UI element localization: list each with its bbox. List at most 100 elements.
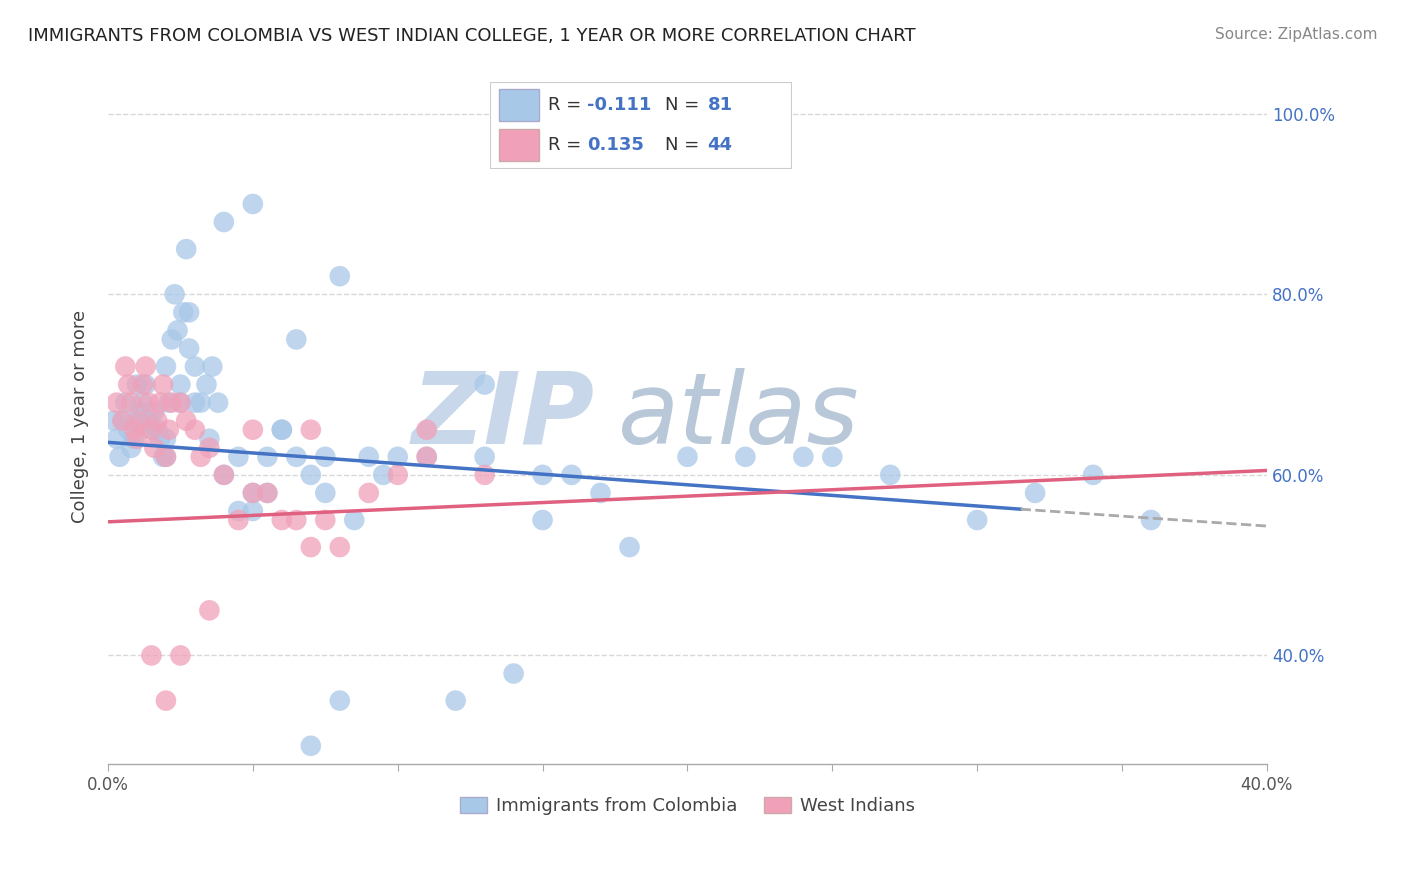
Point [474,377,496,392]
Point [1024,486,1046,500]
Point [531,467,554,482]
Point [184,359,207,374]
Point [373,467,395,482]
Point [1140,513,1163,527]
Point [256,450,278,464]
Point [174,242,197,256]
Point [155,693,177,707]
Point [105,395,128,409]
Point [299,467,322,482]
Point [146,423,169,437]
Point [242,504,264,518]
Point [174,414,197,428]
Point [285,450,308,464]
Point [105,432,128,446]
Point [128,414,150,428]
Point [228,504,250,518]
Point [357,450,380,464]
Point [132,377,155,392]
Legend: Immigrants from Colombia, West Indians: Immigrants from Colombia, West Indians [450,788,924,824]
Point [314,450,336,464]
Text: IMMIGRANTS FROM COLOMBIA VS WEST INDIAN COLLEGE, 1 YEAR OR MORE CORRELATION CHAR: IMMIGRANTS FROM COLOMBIA VS WEST INDIAN … [28,27,915,45]
Point [201,359,224,374]
Point [138,414,160,428]
Point [169,377,191,392]
Point [821,450,844,464]
Point [190,450,212,464]
Point [141,648,163,663]
Point [125,414,148,428]
Point [415,450,437,464]
Point [285,333,308,347]
Point [242,197,264,211]
Point [619,540,641,554]
Point [343,513,366,527]
Point [198,432,221,446]
Point [179,305,201,319]
Point [242,486,264,500]
Point [155,450,177,464]
Point [169,395,191,409]
Point [415,423,437,437]
Point [299,739,322,753]
Point [146,414,169,428]
Point [184,423,207,437]
Point [169,648,191,663]
Point [155,432,177,446]
Point [152,450,174,464]
Point [157,423,180,437]
Point [122,432,145,446]
Point [299,540,322,554]
Point [141,423,163,437]
Point [256,486,278,500]
Point [149,395,172,409]
Point [143,404,166,418]
Point [474,450,496,464]
Point [198,603,221,617]
Point [242,423,264,437]
Point [179,342,201,356]
Point [270,513,292,527]
Text: Source: ZipAtlas.com: Source: ZipAtlas.com [1215,27,1378,42]
Point [103,414,125,428]
Point [114,395,136,409]
Point [561,467,583,482]
Point [415,450,437,464]
Point [160,333,183,347]
Point [502,666,524,681]
Point [329,269,352,284]
Point [228,450,250,464]
Point [135,377,157,392]
Point [132,395,155,409]
Point [141,423,163,437]
Point [228,513,250,527]
Point [120,441,142,455]
Point [314,513,336,527]
Point [108,450,131,464]
Point [207,395,229,409]
Point [329,693,352,707]
Point [212,467,235,482]
Text: atlas: atlas [617,368,859,465]
Point [387,467,409,482]
Point [270,423,292,437]
Point [357,486,380,500]
Point [111,414,134,428]
Point [163,287,186,301]
Point [152,377,174,392]
Point [474,467,496,482]
Point [111,414,134,428]
Point [114,359,136,374]
Point [256,486,278,500]
Point [122,423,145,437]
Point [143,441,166,455]
Point [329,540,352,554]
Text: ZIP: ZIP [412,368,595,465]
Point [149,432,172,446]
Point [117,377,139,392]
Point [120,395,142,409]
Point [169,395,191,409]
Point [879,467,901,482]
Point [299,423,322,437]
Point [195,377,218,392]
